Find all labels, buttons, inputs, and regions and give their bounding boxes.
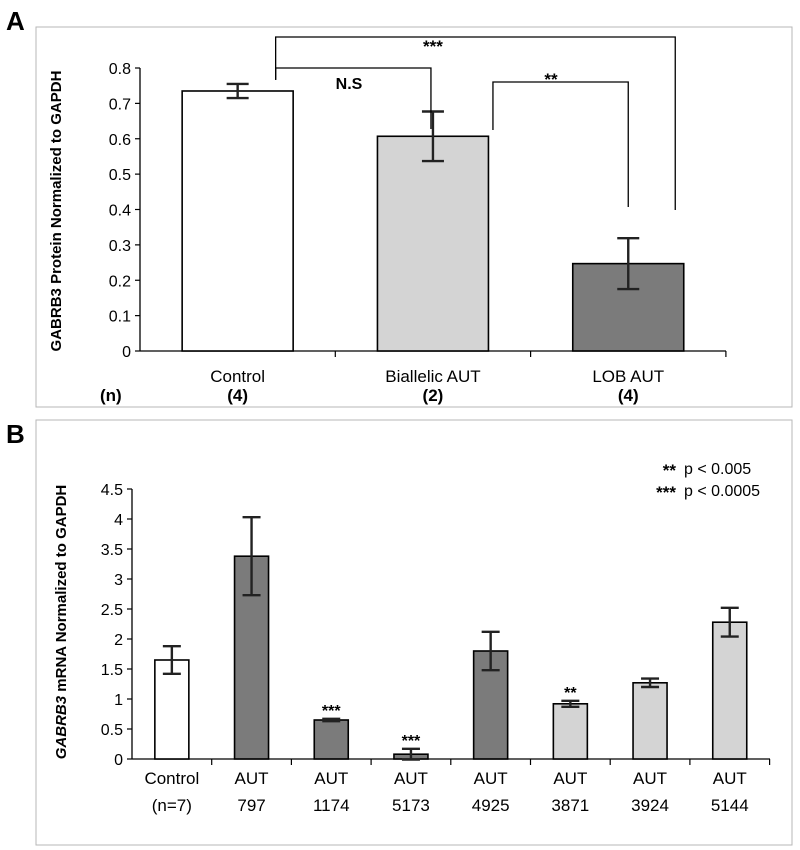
panel-b-category-label: AUT <box>394 769 428 788</box>
bracket-control-biallelic <box>275 67 432 129</box>
panel-a-n-count: (4) <box>227 386 248 405</box>
panel-b-category-label: AUT <box>633 769 667 788</box>
panel-a-bar <box>181 90 294 352</box>
panel-b-bar <box>313 719 350 760</box>
panel-b-ytick-label: 4.5 <box>101 482 123 499</box>
panel-b-ytick-label: 2 <box>114 632 123 649</box>
panel-b-category-label: 5144 <box>711 796 749 815</box>
panel-a-category-label: Biallelic AUT <box>385 367 480 386</box>
panel-b-category-label: AUT <box>235 769 269 788</box>
panel-b-ytick-label: 3 <box>114 572 123 589</box>
panel-b-bar-sig: *** <box>322 703 341 720</box>
panel-a-error-bar <box>226 82 249 100</box>
panel-a-n-header: (n) <box>100 386 122 405</box>
panel-a-n-count: (4) <box>618 386 639 405</box>
bracket-biallelic-lob <box>492 81 629 207</box>
panel-b-category-label: AUT <box>474 769 508 788</box>
panel-a-bar <box>376 135 490 352</box>
panel-a-ytick-label: 0.6 <box>109 132 131 149</box>
panel-b-error-bar <box>641 677 660 689</box>
panel-a-category-label: Control <box>210 367 265 386</box>
panel-b-error-bar <box>720 606 739 638</box>
legend: ** p < 0.005 *** p < 0.0005 <box>656 461 760 502</box>
panel-b-frame <box>35 419 793 846</box>
panel-b-category-label: 1174 <box>313 796 350 815</box>
legend-stars-2: *** <box>656 483 676 502</box>
panel-b-bar <box>632 681 668 760</box>
sig-control-lob: *** <box>423 37 443 56</box>
panel-b-bar-sig: *** <box>402 733 421 750</box>
panel-a-ylabel: GABRB3 Protein Normalized to GAPDH <box>48 71 65 352</box>
panel-a-ytick-label: 0.5 <box>109 167 131 184</box>
panel-b-ytick-label: 4 <box>114 512 123 529</box>
panel-a-ytick-label: 0.1 <box>109 309 131 326</box>
panel-b-error-bar <box>162 645 181 675</box>
panel-b-category-label: 5173 <box>392 796 430 815</box>
panel-b-ytick-label: 2.5 <box>101 602 123 619</box>
panel-b-ytick-label: 3.5 <box>101 542 123 559</box>
panel-a-category-label: LOB AUT <box>592 367 664 386</box>
panel-b-category-label: 797 <box>237 796 265 815</box>
panel-a-ytick-label: 0.7 <box>109 96 131 113</box>
panel-b-category-label: 4925 <box>472 796 510 815</box>
panel-a-ytick-label: 0.8 <box>109 61 131 78</box>
panel-a-error-bar <box>421 110 444 163</box>
bracket-control-lob <box>275 36 676 210</box>
panel-a-n-count: (2) <box>423 386 444 405</box>
panel-b-error-bar <box>481 630 500 672</box>
sig-control-biallelic: N.S <box>336 76 363 93</box>
panel-b-bar <box>552 702 589 760</box>
panel-b-bar <box>154 659 190 760</box>
panel-b-category-label: 3871 <box>551 796 589 815</box>
panel-b-error-bar <box>561 699 580 708</box>
panel-a-ytick-label: 0.3 <box>109 238 131 255</box>
panel-a-ytick-label: 0.4 <box>109 203 131 220</box>
panel-a-ytick-label: 0 <box>122 344 131 361</box>
legend-stars-1: ** <box>663 461 677 480</box>
panel-b-ylabel: GABRB3 mRNA Normalized to GAPDH <box>53 485 70 759</box>
panel-a-ytick-label: 0.2 <box>109 273 131 290</box>
panel-a-letter: A <box>6 6 25 36</box>
panel-b-category-label: AUT <box>314 769 348 788</box>
panel-a-chart: 0 0.1 0.2 0.3 0.4 0.5 0.6 0.7 0.8 Control Bialleli… <box>109 36 727 405</box>
panel-b-chart: 0 0.5 1 1.5 2 2.5 3 3.5 4 4.5 Control (n=7) AUT 797 AU… <box>101 482 771 815</box>
panel-b-error-bar <box>401 747 420 761</box>
panel-b-error-bar <box>322 717 341 723</box>
legend-text-1: p < 0.005 <box>684 461 751 478</box>
panel-b-ytick-label: 1 <box>114 692 123 709</box>
panel-a-frame <box>35 26 793 408</box>
legend-text-2: p < 0.0005 <box>684 483 760 500</box>
panel-b-error-bar <box>242 516 261 597</box>
panel-a-error-bar <box>617 236 640 291</box>
panel-b-letter: B <box>6 419 25 449</box>
panel-b-ylabel-rest: mRNA Normalized to GAPDH <box>53 485 70 696</box>
sig-biallelic-lob: ** <box>544 70 558 89</box>
panel-b-ytick-label: 1.5 <box>101 662 123 679</box>
panel-b-category-label: (n=7) <box>152 796 192 815</box>
panel-b-category-label: AUT <box>553 769 587 788</box>
panel-b-bar <box>711 621 748 760</box>
panel-b-ylabel-gene: GABRB3 <box>53 695 70 759</box>
panel-b-category-label: AUT <box>713 769 747 788</box>
panel-b-category-label: 3924 <box>631 796 669 815</box>
panel-b-ytick-label: 0 <box>114 752 123 769</box>
panel-b-ytick-label: 0.5 <box>101 722 123 739</box>
panel-b-bar-sig: ** <box>564 685 577 702</box>
panel-b-category-label: Control <box>144 769 199 788</box>
